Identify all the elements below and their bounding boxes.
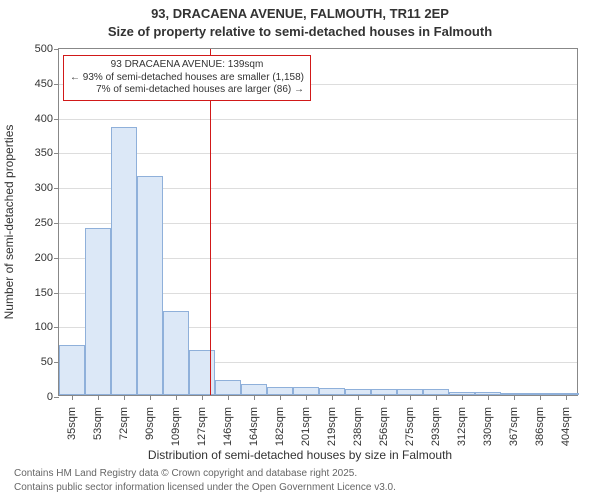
title-line-1: 93, DRACAENA AVENUE, FALMOUTH, TR11 2EP (0, 6, 600, 21)
x-tick-mark (150, 395, 151, 400)
x-tick-mark (72, 395, 73, 400)
x-tick-mark (228, 395, 229, 400)
x-tick-label: 109sqm (170, 407, 182, 446)
footer-line-2: Contains public sector information licen… (14, 482, 396, 493)
x-tick-mark (358, 395, 359, 400)
footer-line-1: Contains HM Land Registry data © Crown c… (14, 468, 357, 479)
y-tick-mark (54, 188, 59, 189)
y-tick-label: 400 (35, 113, 53, 125)
y-tick-label: 200 (35, 252, 53, 264)
y-tick-mark (54, 293, 59, 294)
x-tick-label: 164sqm (248, 407, 260, 446)
x-tick-label: 127sqm (196, 407, 208, 446)
annotation-line: ← 93% of semi-detached houses are smalle… (70, 72, 304, 85)
histogram-bar (85, 228, 111, 395)
x-tick-label: 90sqm (144, 407, 156, 440)
y-tick-label: 50 (41, 356, 53, 368)
x-tick-label: 386sqm (534, 407, 546, 446)
plot-area: 05010015020025030035040045050035sqm53sqm… (58, 48, 578, 396)
histogram-bar (267, 387, 293, 395)
x-tick-label: 219sqm (326, 407, 338, 446)
x-tick-label: 146sqm (222, 407, 234, 446)
y-tick-mark (54, 119, 59, 120)
histogram-bar (241, 384, 267, 395)
histogram-bar (189, 350, 215, 395)
x-tick-mark (410, 395, 411, 400)
y-tick-label: 300 (35, 182, 53, 194)
y-tick-label: 500 (35, 43, 53, 55)
x-tick-mark (306, 395, 307, 400)
chart-root: 93, DRACAENA AVENUE, FALMOUTH, TR11 2EP … (0, 0, 600, 500)
y-axis-label: Number of semi-detached properties (2, 125, 16, 320)
x-tick-label: 53sqm (92, 407, 104, 440)
y-tick-mark (54, 223, 59, 224)
histogram-bar (163, 311, 189, 395)
y-tick-mark (54, 397, 59, 398)
x-tick-mark (462, 395, 463, 400)
x-tick-mark (98, 395, 99, 400)
x-tick-mark (384, 395, 385, 400)
histogram-bar (215, 380, 241, 395)
y-tick-mark (54, 84, 59, 85)
x-tick-mark (124, 395, 125, 400)
y-tick-mark (54, 49, 59, 50)
x-tick-label: 312sqm (456, 407, 468, 446)
x-tick-mark (202, 395, 203, 400)
x-tick-label: 293sqm (430, 407, 442, 446)
x-axis-label: Distribution of semi-detached houses by … (0, 448, 600, 462)
x-tick-mark (176, 395, 177, 400)
x-tick-mark (514, 395, 515, 400)
y-tick-mark (54, 327, 59, 328)
x-tick-label: 275sqm (404, 407, 416, 446)
x-tick-mark (540, 395, 541, 400)
annotation-line: 93 DRACAENA AVENUE: 139sqm (70, 59, 304, 72)
histogram-bar (293, 387, 319, 395)
y-tick-label: 250 (35, 217, 53, 229)
x-tick-mark (488, 395, 489, 400)
x-tick-label: 201sqm (300, 407, 312, 446)
histogram-bar (319, 388, 345, 395)
x-tick-label: 404sqm (560, 407, 572, 446)
y-tick-label: 100 (35, 321, 53, 333)
x-tick-mark (566, 395, 567, 400)
x-tick-label: 182sqm (274, 407, 286, 446)
x-tick-mark (280, 395, 281, 400)
histogram-bar (59, 345, 85, 395)
y-tick-label: 150 (35, 287, 53, 299)
y-tick-mark (54, 153, 59, 154)
x-tick-label: 330sqm (482, 407, 494, 446)
gridline (59, 119, 577, 120)
x-tick-mark (332, 395, 333, 400)
y-tick-label: 450 (35, 78, 53, 90)
y-tick-label: 350 (35, 147, 53, 159)
x-tick-label: 256sqm (378, 407, 390, 446)
histogram-bar (137, 176, 163, 395)
y-tick-mark (54, 258, 59, 259)
annotation-line: 7% of semi-detached houses are larger (8… (70, 84, 304, 97)
x-tick-label: 238sqm (352, 407, 364, 446)
x-tick-mark (436, 395, 437, 400)
x-tick-label: 35sqm (66, 407, 78, 440)
marker-line (210, 49, 211, 395)
histogram-bar (111, 127, 137, 395)
annotation-box: 93 DRACAENA AVENUE: 139sqm← 93% of semi-… (63, 55, 311, 101)
title-line-2: Size of property relative to semi-detach… (0, 24, 600, 39)
x-tick-label: 367sqm (508, 407, 520, 446)
x-tick-label: 72sqm (118, 407, 130, 440)
y-tick-label: 0 (47, 391, 53, 403)
x-tick-mark (254, 395, 255, 400)
